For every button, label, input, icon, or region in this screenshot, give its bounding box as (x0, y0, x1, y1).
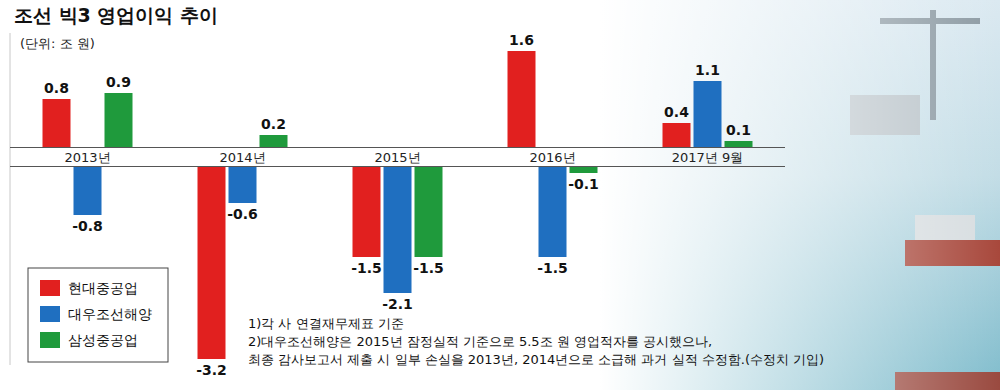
note: 최종 감사보고서 제출 시 일부 손실을 2013년, 2014년으로 소급해 … (248, 352, 824, 367)
note: 1)각 사 연결재무제표 기준 (248, 316, 404, 331)
background (0, 0, 1000, 390)
legend-box (28, 268, 168, 362)
data-label: -0.8 (72, 218, 103, 234)
bar (384, 167, 412, 293)
bar (198, 167, 226, 359)
legend-label: 삼성중공업 (68, 332, 138, 348)
bar (694, 81, 722, 147)
zero-line (10, 166, 785, 167)
x-tick-label: 2013년 (64, 150, 110, 165)
x-tick-label: 2017년 9월 (672, 150, 744, 165)
bar (508, 51, 536, 147)
bar (570, 167, 598, 173)
photo-decor (600, 0, 1000, 390)
title: 조선 빅3 영업이익 추이 (14, 4, 218, 26)
data-label: 0.8 (44, 80, 69, 96)
bar (663, 123, 691, 147)
bar (43, 99, 71, 147)
data-label: 0.2 (261, 116, 286, 132)
subtitle: (단위: 조 원) (20, 36, 95, 51)
x-tick-label: 2015년 (374, 150, 420, 165)
legend-swatch (40, 332, 60, 348)
bars (43, 51, 753, 359)
legend-swatch (40, 306, 60, 322)
data-label: 0.1 (726, 122, 751, 138)
data-label: -1.5 (537, 260, 568, 276)
data-label: -3.2 (196, 362, 227, 378)
y-axis-line (10, 33, 11, 365)
x-tick-label: 2016년 (529, 150, 575, 165)
notes: 1)각 사 연결재무제표 기준 2)대우조선해양은 2015년 잠정실적 기준으로… (248, 316, 824, 367)
legend-swatch (40, 280, 60, 296)
bar (229, 167, 257, 203)
photo-sea (600, 0, 1000, 390)
data-label: -2.1 (382, 296, 413, 312)
legend-label: 현대중공업 (68, 280, 138, 296)
legend: 현대중공업대우조선해양삼성중공업 (28, 268, 168, 362)
data-label: 0.9 (106, 74, 131, 90)
photo-fade (600, 0, 1000, 390)
note: 2)대우조선해양은 2015년 잠정실적 기준으로 5.5조 원 영업적자를 공… (248, 334, 712, 349)
bar (260, 135, 288, 147)
data-label: -0.1 (568, 176, 599, 192)
legend-label: 대우조선해양 (68, 306, 152, 322)
data-label: 0.4 (664, 104, 689, 120)
bar (105, 93, 133, 147)
bar (74, 167, 102, 215)
bar (725, 141, 753, 147)
data-label: 1.1 (695, 62, 720, 78)
x-tick-labels: 2013년 2014년 2015년 2016년 2017년 9월 (64, 150, 743, 165)
data-label: -1.5 (351, 260, 382, 276)
zero-line (10, 147, 785, 148)
data-label: 1.6 (509, 32, 534, 48)
data-label: -1.5 (413, 260, 444, 276)
bar (353, 167, 381, 257)
chart: 조선 빅3 영업이익 추이 (단위: 조 원) 0.8 -3.2 -1.5 1.6 0.4 -… (0, 0, 1000, 390)
x-tick-label: 2014년 (219, 150, 265, 165)
bar (415, 167, 443, 257)
data-label: -0.6 (227, 206, 258, 222)
bar (539, 167, 567, 257)
